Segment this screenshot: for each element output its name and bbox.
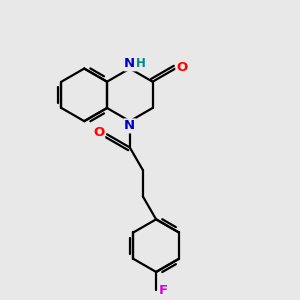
Text: O: O [176,61,188,74]
Text: N: N [124,119,135,132]
Text: O: O [93,127,104,140]
Text: H: H [136,57,146,70]
Text: F: F [159,284,168,297]
Text: N: N [124,57,135,70]
